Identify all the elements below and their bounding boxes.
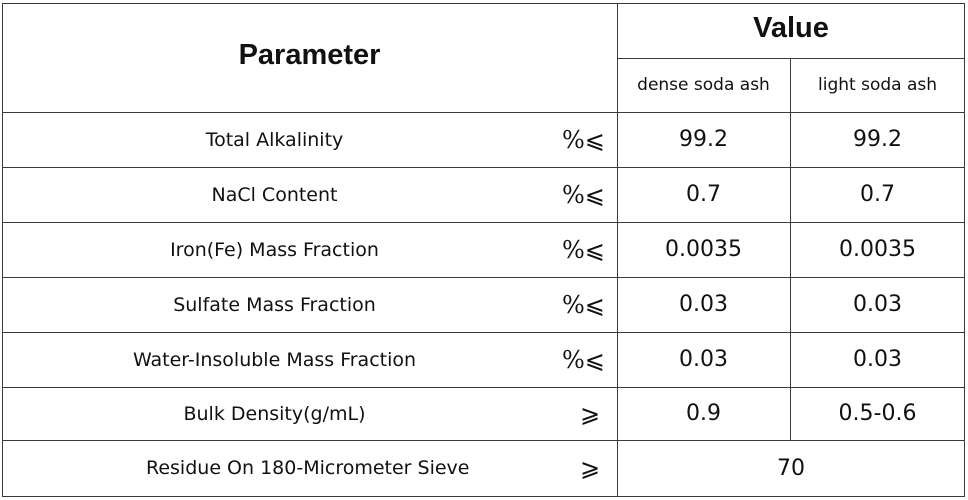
border-top — [2, 3, 965, 4]
light-value: 0.5-0.6 — [838, 401, 917, 426]
row-line — [2, 332, 965, 333]
dense-value: 99.2 — [679, 127, 728, 152]
border-right — [964, 3, 965, 497]
border-left — [2, 3, 3, 497]
merged-value: 70 — [777, 455, 805, 481]
dense-value: 0.7 — [686, 182, 721, 207]
param-unit: %⩽ — [562, 345, 605, 374]
param-name: Iron(Fe) Mass Fraction — [170, 238, 379, 261]
soda-ash-spec-table: Parameter Value dense soda ash light sod… — [2, 3, 965, 497]
dense-value: 0.9 — [686, 401, 721, 426]
border-bottom — [2, 496, 965, 497]
header-light-soda-ash: light soda ash — [818, 75, 937, 95]
param-name: Total Alkalinity — [205, 128, 344, 151]
divider-param-value — [617, 3, 618, 497]
param-unit: ⩾ — [580, 454, 601, 482]
row-line — [2, 167, 965, 168]
light-value: 0.03 — [853, 292, 902, 317]
param-unit: %⩽ — [562, 235, 605, 264]
param-unit: ⩾ — [580, 399, 601, 428]
row-line — [2, 387, 965, 388]
header-parameter: Parameter — [238, 39, 381, 71]
dense-value: 0.03 — [679, 292, 728, 317]
row-line — [2, 112, 965, 113]
dense-value: 0.0035 — [665, 237, 742, 262]
divider-dense-light — [790, 58, 791, 440]
header-dense-soda-ash: dense soda ash — [637, 75, 770, 95]
light-value: 99.2 — [853, 127, 902, 152]
row-line — [2, 277, 965, 278]
light-value: 0.03 — [853, 347, 902, 372]
param-name: Water-Insoluble Mass Fraction — [132, 348, 417, 371]
param-name: Residue On 180-Micrometer Sieve — [146, 457, 470, 479]
row-line — [2, 440, 965, 441]
header-value: Value — [753, 12, 829, 44]
light-value: 0.0035 — [839, 237, 916, 262]
param-unit: %⩽ — [562, 125, 605, 154]
param-unit: %⩽ — [562, 290, 605, 319]
header-split-line — [617, 58, 965, 59]
row-line — [2, 222, 965, 223]
param-name: Bulk Density(g/mL) — [183, 402, 366, 425]
param-unit: %⩽ — [562, 180, 605, 209]
param-name: Sulfate Mass Fraction — [173, 293, 376, 316]
light-value: 0.7 — [860, 182, 895, 207]
dense-value: 0.03 — [679, 347, 728, 372]
param-name: NaCl Content — [211, 183, 338, 206]
